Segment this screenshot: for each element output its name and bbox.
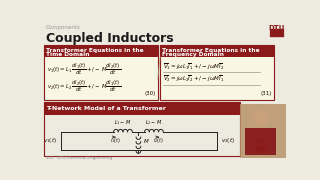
Bar	[256, 149, 266, 151]
Text: (30): (30)	[144, 91, 156, 96]
Bar	[270, 34, 283, 36]
Text: $i_1(t)$: $i_1(t)$	[110, 136, 121, 145]
Text: 101   DTU Electrical Engineering: 101 DTU Electrical Engineering	[46, 156, 112, 160]
Text: Transformer Equations in the: Transformer Equations in the	[46, 48, 144, 53]
Text: $\overline{V}_1 = j\omega L_1\overline{I}_1+/-j\omega M\overline{I}_2$: $\overline{V}_1 = j\omega L_1\overline{I…	[163, 62, 224, 72]
Text: $L_2-M$: $L_2-M$	[145, 118, 163, 127]
Bar	[44, 57, 158, 100]
Bar	[270, 32, 283, 33]
Bar	[160, 57, 274, 100]
Bar	[256, 147, 266, 149]
Text: $\overline{V}_2 = j\omega L_2\overline{I}_2+/-j\omega M\overline{I}_1$: $\overline{V}_2 = j\omega L_2\overline{I…	[163, 74, 225, 84]
Text: Components: Components	[46, 25, 81, 30]
Text: $L_1-M$: $L_1-M$	[114, 118, 132, 127]
Circle shape	[253, 110, 268, 125]
Bar	[256, 146, 266, 147]
Text: Time Domain: Time Domain	[46, 52, 90, 57]
Text: $v_1(t)$: $v_1(t)$	[43, 136, 57, 145]
Bar	[245, 128, 276, 155]
Text: $v_2(t) = L_2\,\dfrac{di_2(t)}{dt}+/-\,M\dfrac{di_1(t)}{dt}$: $v_2(t) = L_2\,\dfrac{di_2(t)}{dt}+/-\,M…	[47, 79, 121, 94]
Bar	[44, 45, 158, 100]
Text: $v_2(t)$: $v_2(t)$	[221, 136, 235, 145]
Bar	[44, 115, 240, 156]
Text: Coupled Inductors: Coupled Inductors	[46, 32, 174, 45]
Bar	[44, 102, 240, 115]
Bar	[270, 29, 283, 31]
Text: Frequency Domain: Frequency Domain	[163, 52, 224, 57]
Text: (31): (31)	[260, 91, 272, 96]
Text: T-Network Model of a Transformer: T-Network Model of a Transformer	[46, 105, 166, 111]
Text: $M$: $M$	[143, 137, 150, 145]
Text: $v_1(t) = L_1\,\dfrac{di_1(t)}{dt}+/-\,M\dfrac{di_2(t)}{dt}$: $v_1(t) = L_1\,\dfrac{di_1(t)}{dt}+/-\,M…	[47, 62, 121, 77]
Bar	[44, 102, 240, 156]
Text: $i_2(t)$: $i_2(t)$	[153, 136, 164, 145]
Text: DTU: DTU	[268, 25, 284, 31]
Bar	[240, 104, 286, 158]
Bar	[44, 45, 158, 57]
Text: DTU: DTU	[255, 139, 267, 144]
Text: Transformer Equations in the: Transformer Equations in the	[163, 48, 260, 53]
Bar	[160, 45, 274, 57]
Bar	[160, 45, 274, 100]
